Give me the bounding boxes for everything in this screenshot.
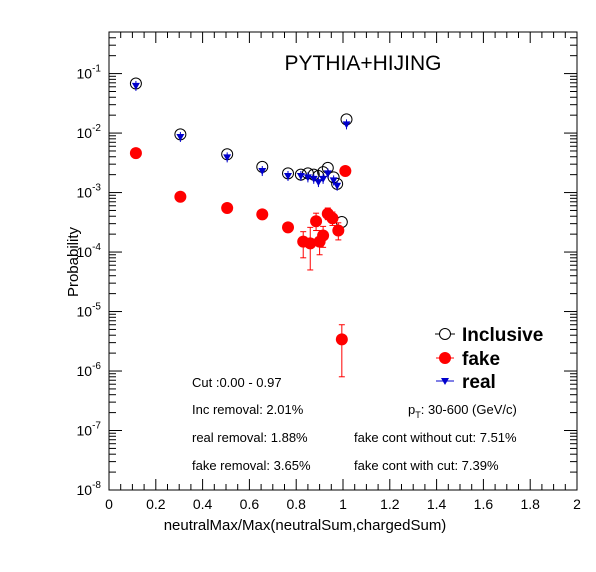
y-tick-base: 10 xyxy=(77,185,93,201)
x-tick-label: 1 xyxy=(339,496,347,512)
point-fake xyxy=(336,333,348,345)
annotation-pt-p: p xyxy=(408,402,415,417)
x-tick-label: 0.2 xyxy=(146,496,166,512)
y-tick-base: 10 xyxy=(77,482,93,498)
point-fake xyxy=(130,147,142,159)
point-fake xyxy=(310,215,322,227)
chart-title: PYTHIA+HIJING xyxy=(285,52,442,75)
y-tick-base: 10 xyxy=(77,125,93,141)
x-tick-label: 1.6 xyxy=(474,496,494,512)
annotation-inc-removal: Inc removal: 2.01% xyxy=(192,402,304,417)
point-fake xyxy=(339,165,351,177)
y-tick-exponent: -8 xyxy=(92,480,101,491)
annotation-fake-removal: fake removal: 3.65% xyxy=(192,458,311,473)
y-tick-exponent: -4 xyxy=(92,242,101,253)
annotation-pt-value: : 30-600 (GeV/c) xyxy=(421,402,517,417)
legend-marker-fake xyxy=(439,352,451,364)
point-fake xyxy=(317,229,329,241)
annotation-fake-cont-without: fake cont without cut: 7.51% xyxy=(354,430,517,445)
x-tick-label: 1.8 xyxy=(520,496,540,512)
y-tick-exponent: -2 xyxy=(92,123,101,134)
legend-label-fake: fake xyxy=(462,349,500,370)
y-tick-exponent: -7 xyxy=(92,421,101,432)
y-tick-base: 10 xyxy=(77,423,93,439)
y-tick-base: 10 xyxy=(77,363,93,379)
x-tick-label: 1.2 xyxy=(380,496,400,512)
x-tick-label: 0.4 xyxy=(193,496,213,512)
y-tick-base: 10 xyxy=(77,304,93,320)
y-tick-exponent: -3 xyxy=(92,183,101,194)
x-axis-label: neutralMax/Max(neutralSum,chargedSum) xyxy=(164,517,447,534)
y-tick-exponent: -5 xyxy=(92,302,101,313)
point-fake xyxy=(221,202,233,214)
x-tick-label: 0.6 xyxy=(240,496,260,512)
annotation-real-removal: real removal: 1.88% xyxy=(192,430,308,445)
annotation-fake-cont-with: fake cont with cut: 7.39% xyxy=(354,458,499,473)
x-tick-label: 2 xyxy=(573,496,581,512)
point-fake xyxy=(256,208,268,220)
y-tick-exponent: -6 xyxy=(92,361,101,372)
legend-label-inclusive: Inclusive xyxy=(462,325,543,346)
point-fake xyxy=(174,191,186,203)
y-tick-exponent: -1 xyxy=(92,64,101,75)
annotation-cut: Cut :0.00 - 0.97 xyxy=(192,375,282,390)
y-tick-base: 10 xyxy=(77,66,93,82)
x-tick-label: 0.8 xyxy=(286,496,306,512)
x-tick-label: 0 xyxy=(105,496,113,512)
point-fake xyxy=(332,225,344,237)
point-fake xyxy=(282,221,294,233)
y-axis-label: Probability xyxy=(65,226,82,297)
legend-label-real: real xyxy=(462,372,496,393)
x-tick-label: 1.4 xyxy=(427,496,447,512)
